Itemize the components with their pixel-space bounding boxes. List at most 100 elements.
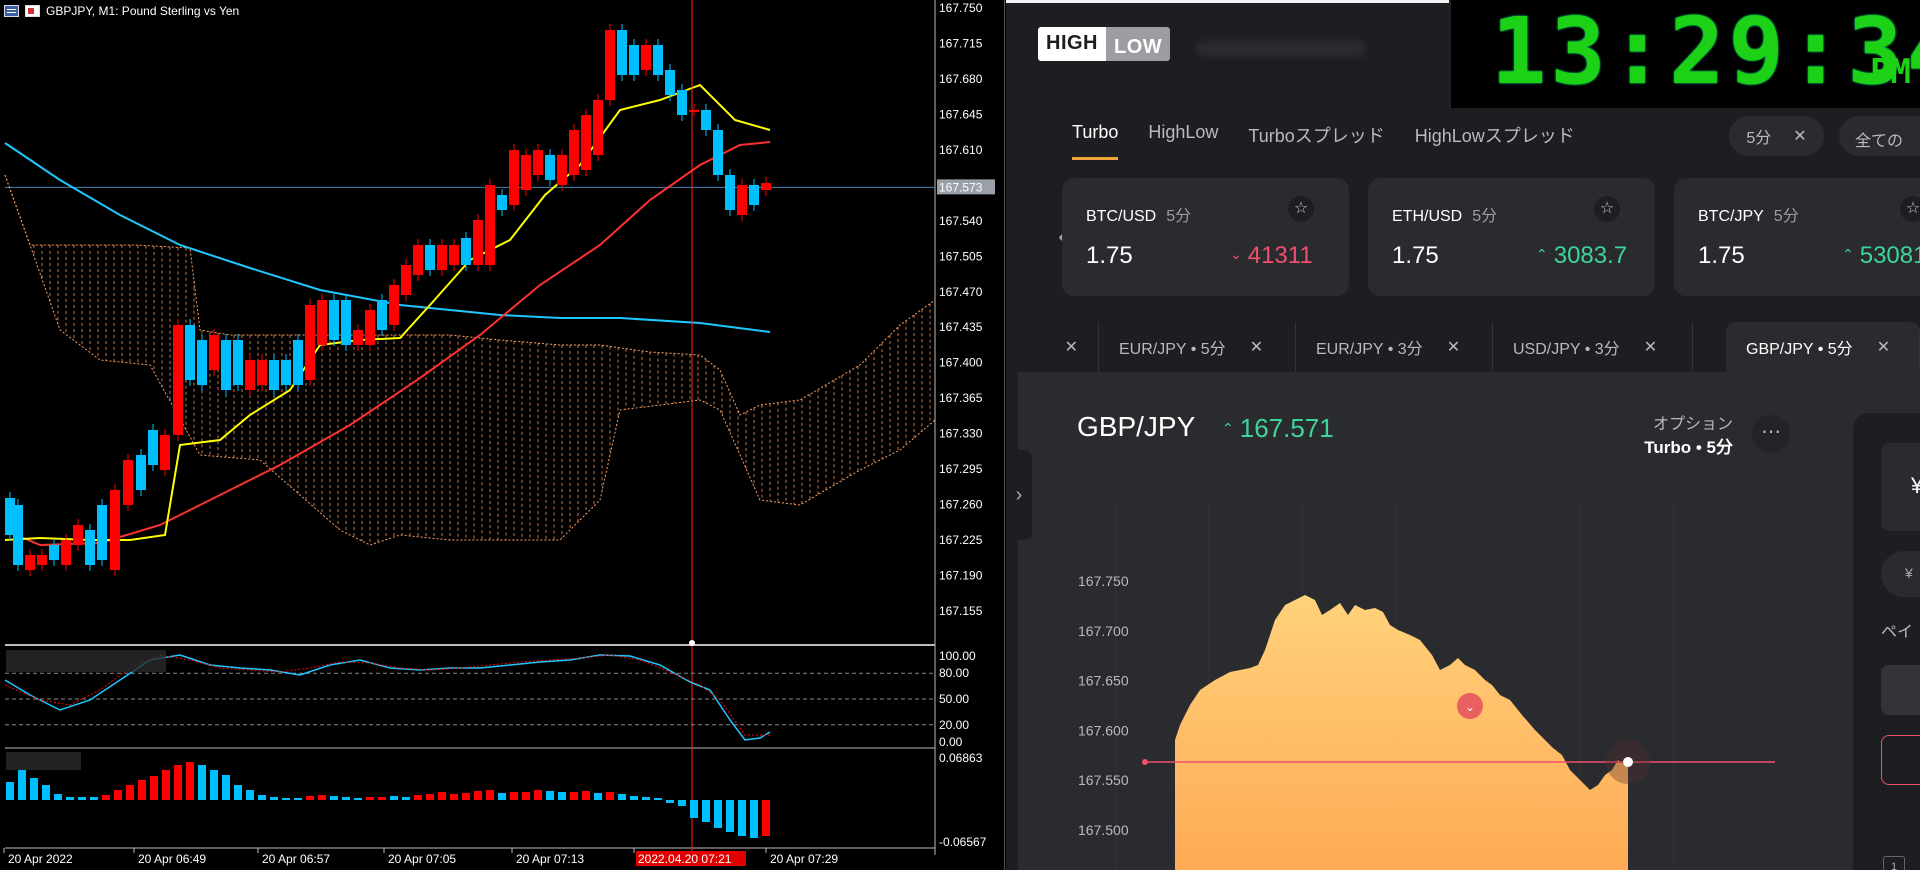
blurred-indicator-label [6,650,166,672]
macd-bar [450,794,458,800]
star-icon[interactable]: ☆ [1900,196,1920,222]
candle-body [197,340,207,385]
tab-highlow[interactable]: HighLow [1148,122,1219,142]
candle-body [689,110,699,112]
digital-clock: 13:29:34 PM [1449,0,1920,108]
card-pair: ETH/USD [1392,208,1463,225]
tab-turbo-spread[interactable]: Turboスプレッド [1248,126,1385,146]
crosshair-time-box [636,851,746,866]
macd-bar [426,794,434,800]
price-tick-label: 167.435 [939,320,983,334]
option-value: Turbo • 5分 [1644,438,1733,457]
candle-body [377,300,387,330]
macd-bar [402,797,410,800]
star-icon[interactable]: ☆ [1288,196,1314,222]
asset-card-btc-usd[interactable]: BTC/USD 5分 ☆ 1.75 ⌄ 41311 [1062,178,1349,296]
duration-filter-chip[interactable]: 5分 ✕ [1729,116,1824,156]
star-icon[interactable]: ☆ [1594,196,1620,222]
macd-bar [162,770,170,800]
low-button[interactable] [1881,735,1920,785]
candle-body [245,360,255,390]
candle-body [97,505,107,560]
all-filter-chip[interactable]: 全ての [1839,116,1920,156]
macd-bar [174,765,182,800]
close-icon[interactable]: ✕ [1793,128,1807,145]
price-tick-label: 167.715 [939,36,983,50]
investment-amount[interactable]: ¥ [1881,443,1920,531]
candle-body [533,150,543,175]
candle-body [110,490,120,570]
close-icon[interactable]: ✕ [1876,339,1891,356]
tab-highlow-spread[interactable]: HighLowスプレッド [1414,126,1575,146]
macd-bar [366,797,374,800]
long-moving-average [4,142,771,333]
price-tick-label: 167.505 [939,249,983,263]
macd-bar [270,797,278,800]
candle-body [73,525,83,545]
macd-bar [438,792,446,800]
card-payout: 1.75 [1392,242,1439,269]
price-chart-canvas[interactable]: 167.750 167.715 167.680 167.645 167.610 167.5… [0,0,1005,870]
candle-body [413,245,423,275]
macd-bar [354,798,362,800]
chart-window-icon[interactable] [25,5,40,17]
asset-title: GBP/JPY [1077,411,1196,442]
macd-bar [102,795,110,800]
asset-card-eth-usd[interactable]: ETH/USD 5分 ☆ 1.75 ⌃ 3083.7 [1368,178,1655,296]
currency-chip[interactable]: ¥ [1881,551,1920,597]
time-tick-label: 20 Apr 2022 [8,852,73,866]
blurred-macd-label [6,752,81,770]
candle-body [425,245,435,270]
time-tick-label: 20 Apr 07:29 [770,852,838,866]
slow-moving-average [4,141,771,547]
asset-card-btc-jpy[interactable]: BTC/JPY 5分 ☆ 1.75 ⌃ 5308163 [1674,178,1920,296]
macd-bar [282,798,290,800]
close-icon[interactable]: ✕ [1249,339,1264,356]
candle-body [545,155,555,180]
candle-body [329,300,339,340]
asset-tab-partial[interactable]: ✕ [1006,322,1099,372]
asset-tab-eur-jpy-5[interactable]: EUR/JPY • 5分 ✕ [1099,322,1296,372]
candle-body [521,155,531,190]
macd-bar [54,794,62,800]
candle-body [557,155,567,185]
macd-bar [534,790,542,800]
close-icon[interactable]: ✕ [1643,339,1658,356]
macd-bar [150,776,158,800]
candle-body [25,555,35,570]
macd-bar [258,795,266,800]
candle-body [449,245,459,265]
macd-bar [330,796,338,800]
macd-bar [390,796,398,800]
asset-tab-eur-jpy-3[interactable]: EUR/JPY • 3分 ✕ [1296,322,1493,372]
candle-body [389,285,399,325]
macd-bar [378,797,386,800]
time-tick-label: 20 Apr 06:49 [138,852,206,866]
chevron-up-icon: ⌃ [1536,246,1548,262]
clock-time: 13:29:34 [1491,0,1920,105]
more-options-button[interactable]: ⋯ [1752,415,1790,453]
asset-tab-gbp-jpy-5[interactable]: GBP/JPY • 5分 ✕ [1726,322,1920,372]
high-button[interactable] [1881,665,1920,715]
macd-bar [462,793,470,800]
macd-bar [654,798,662,800]
tab-turbo[interactable]: Turbo [1072,122,1119,160]
chart-menu-icon[interactable] [4,5,19,17]
close-icon[interactable]: ✕ [1064,339,1078,356]
asset-tab-usd-jpy-3[interactable]: USD/JPY • 3分 ✕ [1493,322,1693,372]
price-tick-label: 167.400 [939,356,983,370]
chart-title-bar: GBPJPY, M1: Pound Sterling vs Yen [4,2,239,20]
highlow-logo[interactable]: HIGH LOW [1038,27,1171,61]
macd-bar [582,791,590,800]
chevron-right-icon[interactable]: › [1006,450,1032,540]
candle-body [653,45,663,75]
candle-body [305,305,315,380]
candle-body [13,505,23,565]
candle-body [749,185,759,205]
macd-bar [642,797,650,800]
crosshair-dot [689,640,695,646]
stoch-signal-line [4,654,770,736]
macd-tick-label: -0.06567 [939,835,987,849]
macd-bar [42,785,50,800]
close-icon[interactable]: ✕ [1446,339,1461,356]
